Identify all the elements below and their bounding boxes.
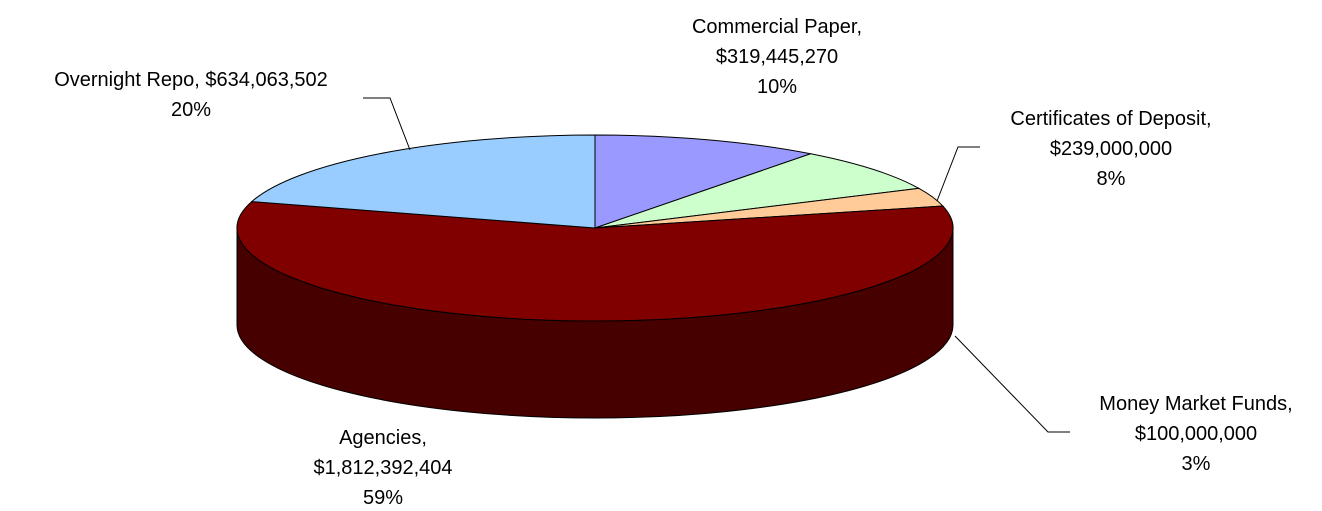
leader-line-money-market-funds [954, 335, 1070, 433]
pie-slice-agencies [236, 201, 954, 322]
label-money-market-funds-name: Money Market Funds, [1099, 393, 1292, 415]
label-money-market-funds-value: $100,000,000 [1135, 423, 1257, 445]
pie-top-slices [236, 134, 954, 322]
leader-line-overnight-repo [363, 97, 411, 151]
label-certificates-of-deposit-value: $239,000,000 [1050, 138, 1172, 160]
label-commercial-paper-value: $319,445,270 [716, 46, 838, 68]
label-agencies-value: $1,812,392,404 [313, 457, 452, 479]
leader-lines [363, 97, 1070, 433]
pie-slice-certificates-of-deposit [594, 153, 921, 229]
pie-slice-overnight-repo [250, 134, 596, 229]
pie-slice-commercial-paper [594, 134, 813, 229]
label-certificates-of-deposit-percent: 8% [1097, 168, 1126, 190]
label-overnight-repo-name: Overnight Repo, $634,063,502 [54, 69, 328, 91]
label-commercial-paper-name: Commercial Paper, [692, 16, 862, 38]
label-agencies-name: Agencies, [339, 427, 427, 449]
label-commercial-paper-percent: 10% [757, 76, 797, 98]
leader-line-certificates-of-deposit [936, 146, 980, 202]
label-agencies-percent: 59% [363, 487, 403, 509]
label-money-market-funds-percent: 3% [1182, 453, 1211, 475]
label-certificates-of-deposit-name: Certificates of Deposit, [1010, 108, 1211, 130]
label-overnight-repo-percent: 20% [171, 99, 211, 121]
